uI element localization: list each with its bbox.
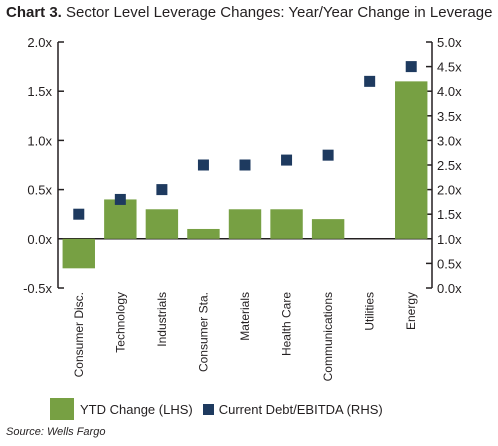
dot-marker	[364, 75, 376, 87]
category-label: Consumer Sta.	[196, 292, 210, 372]
right-tick-label: 5.0x	[437, 35, 462, 50]
dot-marker	[73, 208, 85, 220]
left-tick-label: 1.0x	[27, 133, 52, 148]
bar	[187, 228, 220, 239]
category-label: Health Care	[280, 292, 294, 356]
chart-title-text: Sector Level Leverage Changes: Year/Year…	[66, 4, 493, 21]
bar	[62, 238, 95, 269]
right-tick-label: 4.5x	[437, 60, 462, 75]
legend: YTD Change (LHS) Current Debt/EBITDA (RH…	[50, 398, 383, 420]
right-tick-label: 0.5x	[437, 256, 462, 271]
category-label: Energy	[404, 292, 418, 330]
chart-title: Chart 3. Sector Level Leverage Changes: …	[6, 4, 492, 21]
left-tick-label: 0.0x	[27, 232, 52, 247]
dot-marker	[322, 149, 334, 161]
left-tick-label: 2.0x	[27, 35, 52, 50]
legend-dot-swatch	[202, 403, 214, 415]
dot-marker	[239, 159, 251, 171]
bar	[395, 81, 428, 239]
source-note: Source: Wells Fargo	[6, 426, 106, 438]
right-tick-label: 3.0x	[437, 133, 462, 148]
category-labels: Consumer Disc. Technology Industrials Consu…	[72, 292, 418, 382]
right-tick-label: 4.0x	[437, 84, 462, 99]
dot-marker	[197, 159, 209, 171]
right-tick-label: 2.0x	[437, 183, 462, 198]
bar	[104, 199, 137, 239]
bar	[145, 209, 179, 239]
dot-marker	[281, 154, 293, 166]
right-tick-label: 2.5x	[437, 158, 462, 173]
left-tick-label: -0.5x	[23, 281, 52, 296]
category-label: Consumer Disc.	[72, 292, 86, 377]
dot-marker	[114, 193, 126, 205]
category-label: Materials	[238, 292, 252, 341]
right-y-axis: 0.0x 0.5x 1.0x 1.5x 2.0x 2.5x 3.0x 3.5x 4.0x 4.5x…	[426, 35, 462, 296]
right-tick-label: 1.0x	[437, 232, 462, 247]
category-label: Technology	[113, 292, 127, 353]
dot-series	[73, 61, 417, 220]
dot-marker	[156, 184, 168, 196]
left-tick-label: 1.5x	[27, 84, 52, 99]
bar	[228, 209, 262, 239]
bar-series	[62, 81, 428, 269]
bar	[311, 219, 345, 239]
dot-marker	[405, 61, 417, 73]
bar	[270, 209, 303, 239]
category-label: Industrials	[155, 292, 169, 347]
legend-bar-swatch	[50, 398, 74, 420]
chart-number-label: Chart 3.	[6, 4, 62, 21]
left-tick-label: 0.5x	[27, 183, 52, 198]
right-tick-label: 1.5x	[437, 207, 462, 222]
category-label: Communications	[321, 292, 335, 381]
legend-bar-label: YTD Change (LHS)	[80, 401, 193, 417]
right-tick-label: 0.0x	[437, 281, 462, 296]
right-tick-label: 3.5x	[437, 109, 462, 124]
category-label: Utilities	[363, 292, 377, 331]
legend-dot-label: Current Debt/EBITDA (RHS)	[218, 401, 383, 417]
